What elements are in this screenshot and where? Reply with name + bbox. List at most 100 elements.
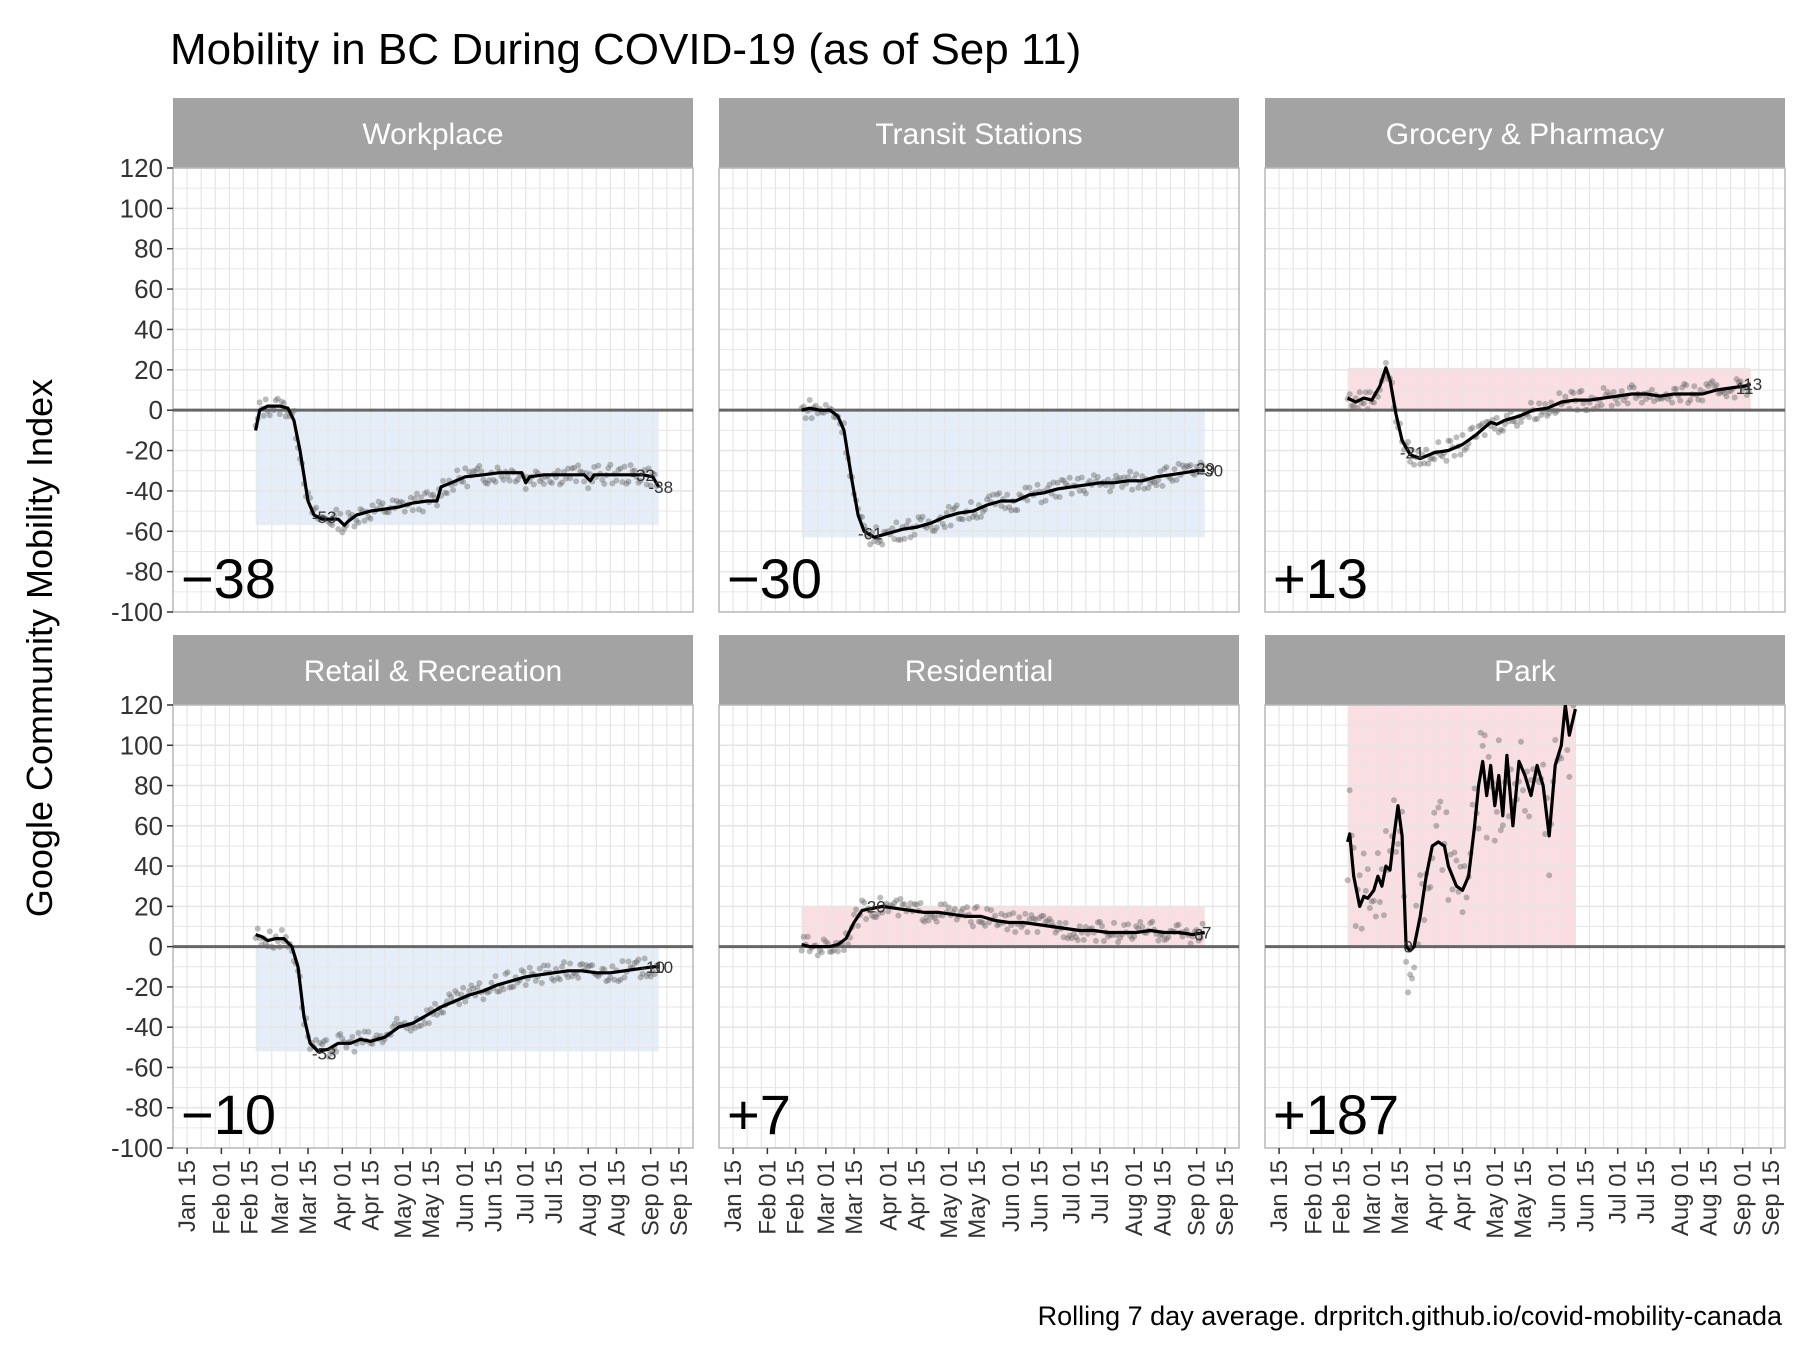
data-point [607,461,614,468]
data-point [1417,461,1424,468]
data-point [1048,918,1055,925]
data-point [1360,400,1367,407]
data-point [929,913,936,920]
data-point [1713,382,1720,389]
series-line [254,404,661,527]
data-point [1570,705,1577,709]
data-point [1558,755,1565,762]
data-point [375,498,382,505]
data-point [992,912,999,919]
series-line [1346,366,1752,461]
data-point [401,508,408,515]
data-point [548,479,555,486]
data-point [1163,464,1170,471]
x-tick-label: Apr 15 [358,1160,385,1231]
y-tick-label: -80 [125,1093,163,1123]
y-tick-label: -40 [125,476,163,506]
data-point [1354,404,1361,411]
data-point [569,973,576,980]
data-point [413,490,420,497]
data-point [522,485,529,492]
y-tick-label: 0 [149,932,163,962]
data-point [567,475,574,482]
panel-strip-label: Residential [905,655,1053,688]
data-point [490,476,497,483]
data-point [623,480,630,487]
data-point [990,491,997,498]
data-point [369,502,376,509]
data-point [1699,397,1706,404]
data-point [432,1000,439,1007]
data-point [1133,471,1140,478]
y-tick-label: 60 [134,274,163,304]
data-point [1463,444,1470,451]
series-line [801,406,1205,539]
data-point [1366,904,1373,911]
data-point [609,963,616,970]
data-point [649,968,656,975]
data-point [1080,487,1087,494]
data-point [1002,505,1009,512]
data-point [879,909,886,916]
data-point [1594,403,1601,410]
data-point [963,904,970,911]
data-label: 20 [867,897,886,916]
data-point [1542,830,1549,837]
data-point [1437,798,1444,805]
data-point [980,919,987,926]
data-point [337,1030,344,1037]
data-point [329,522,336,529]
data-point [278,398,285,405]
data-point [1362,887,1369,894]
data-point [647,973,654,980]
panel-grid [719,168,1239,612]
x-tick-label: Mar 01 [1359,1160,1386,1235]
data-point [820,936,827,943]
data-point [1411,964,1418,971]
data-point [1139,923,1146,930]
data-point [393,497,400,504]
data-point [627,462,634,469]
data-point [1576,389,1583,396]
data-point [1431,456,1438,463]
data-point [1181,465,1188,472]
data-point [421,490,428,497]
data-point [526,964,533,971]
data-point [800,933,807,940]
x-tick-label: Feb 15 [783,1160,810,1235]
data-point [1038,499,1045,506]
data-point [1376,899,1383,906]
data-point [1018,924,1025,931]
data-point [976,918,982,925]
panel-border [1264,704,1786,1149]
x-tick-label: May 15 [1510,1160,1537,1239]
data-point [925,917,932,924]
data-point [538,476,545,483]
x-tick-label: Feb 01 [754,1160,781,1235]
data-point [1016,914,1023,921]
data-point [351,523,358,530]
data-point [1405,989,1412,996]
data-point [1044,918,1051,925]
data-point [998,502,1005,509]
data-point [1006,911,1013,918]
data-point [1429,455,1436,462]
data-point [629,468,636,475]
x-tick-label: Apr 15 [1450,1160,1477,1231]
data-point [1129,486,1136,493]
data-point [278,927,285,934]
panel-grid [173,168,693,612]
data-label: -29 [1190,460,1215,479]
data-point [343,1044,350,1051]
data-point [822,401,829,408]
data-point [492,478,499,485]
data-point [329,1050,336,1057]
data-point [1382,359,1389,366]
data-point [855,922,862,929]
x-tick-label: Aug 15 [1149,1160,1176,1236]
x-tick-label: Jul 01 [1059,1160,1086,1224]
data-point [863,916,870,923]
data-point [893,519,900,526]
data-point [1010,910,1017,917]
data-point [417,494,424,501]
